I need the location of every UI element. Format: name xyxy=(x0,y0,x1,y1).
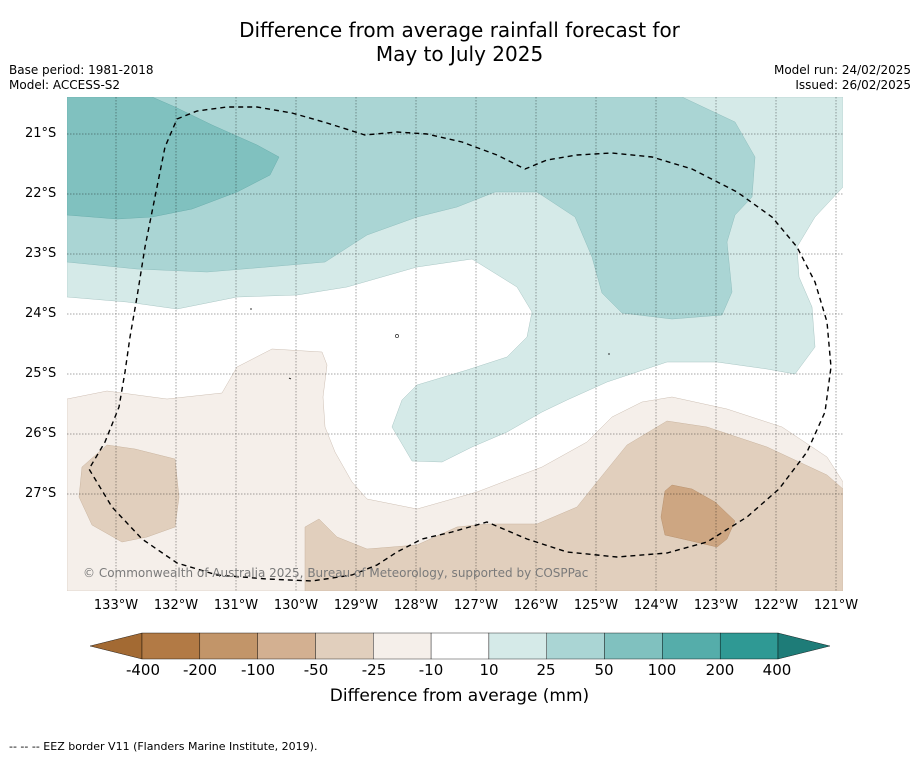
colorbar-tick: -50 xyxy=(303,661,329,679)
wet-strong-region xyxy=(67,97,280,220)
colorbar-segment xyxy=(488,632,547,660)
colorbar-tick: -200 xyxy=(182,661,218,679)
model-text: Model: ACCESS-S2 xyxy=(9,78,121,92)
map-svg: © Commonwealth of Australia 2025, Bureau… xyxy=(67,97,843,591)
lon-label-130: 130°W xyxy=(273,598,319,613)
eez-legend-text: -- -- -- EEZ border V11 (Flanders Marine… xyxy=(9,740,318,753)
colorbar-tick: 10 xyxy=(479,661,499,679)
colorbar-segment xyxy=(199,632,258,660)
lon-label-129: 129°W xyxy=(333,598,379,613)
colorbar-tick: -400 xyxy=(125,661,161,679)
colorbar-tick: 100 xyxy=(647,661,677,679)
lon-label-124: 124°W xyxy=(633,598,679,613)
colorbar-tick: 200 xyxy=(705,661,735,679)
colorbar-segment xyxy=(430,632,490,660)
dry-medium-region-west xyxy=(78,444,180,543)
graticule xyxy=(67,97,843,591)
lat-label-24: 24°S xyxy=(25,306,57,321)
chart-title: Difference from average rainfall forecas… xyxy=(0,18,919,66)
dry-strong-region xyxy=(660,484,736,548)
colorbar-arrow-left xyxy=(90,632,143,660)
lat-label-23: 23°S xyxy=(25,246,57,261)
colorbar-segment xyxy=(141,632,201,660)
lat-label-26: 26°S xyxy=(25,426,57,441)
colorbar-tick: -100 xyxy=(240,661,276,679)
colorbar-segment xyxy=(257,632,316,660)
base-period-text: Base period: 1981-2018 xyxy=(9,63,154,77)
lon-label-133: 133°W xyxy=(93,598,139,613)
colorbar xyxy=(90,632,830,660)
lon-label-127: 127°W xyxy=(453,598,499,613)
colorbar-title: Difference from average (mm) xyxy=(329,686,590,706)
lat-label-27: 27°S xyxy=(25,486,57,501)
eez-border xyxy=(88,106,832,582)
meta-left: Base period: 1981-2018 Model: ACCESS-S2 xyxy=(9,63,154,93)
colorbar-segment xyxy=(373,632,432,660)
lon-label-123: 123°W xyxy=(693,598,739,613)
lon-label-126: 126°W xyxy=(513,598,559,613)
colorbar-segment xyxy=(604,632,663,660)
lon-label-121: 121°W xyxy=(813,598,859,613)
colorbar-tick: 25 xyxy=(536,661,556,679)
issued-text: Issued: 26/02/2025 xyxy=(795,78,911,92)
colorbar-tick: -25 xyxy=(361,661,387,679)
lat-label-21: 21°S xyxy=(25,126,57,141)
lon-label-125: 125°W xyxy=(573,598,619,613)
forecast-map[interactable]: © Commonwealth of Australia 2025, Bureau… xyxy=(67,97,843,591)
dry-medium-region-south xyxy=(304,420,843,591)
model-run-text: Model run: 24/02/2025 xyxy=(773,63,911,77)
colorbar-arrow-right xyxy=(777,632,830,660)
title-line-1: Difference from average rainfall forecas… xyxy=(239,18,680,42)
lon-label-122: 122°W xyxy=(753,598,799,613)
colorbar-segment xyxy=(315,632,374,660)
colorbar-segment xyxy=(546,632,605,660)
colorbar-segment xyxy=(662,632,721,660)
lon-label-131: 131°W xyxy=(213,598,259,613)
colorbar-tick: 50 xyxy=(594,661,614,679)
lon-label-132: 132°W xyxy=(153,598,199,613)
title-line-2: May to July 2025 xyxy=(375,42,544,66)
colorbar-tick: 400 xyxy=(762,661,792,679)
meta-right: Model run: 24/02/2025 Issued: 26/02/2025 xyxy=(774,63,911,93)
lon-label-128: 128°W xyxy=(393,598,439,613)
colorbar-tick: -10 xyxy=(418,661,444,679)
colorbar-segment xyxy=(719,632,779,660)
lat-label-25: 25°S xyxy=(25,366,57,381)
lat-label-22: 22°S xyxy=(25,186,57,201)
copyright-text: © Commonwealth of Australia 2025, Bureau… xyxy=(83,566,588,580)
